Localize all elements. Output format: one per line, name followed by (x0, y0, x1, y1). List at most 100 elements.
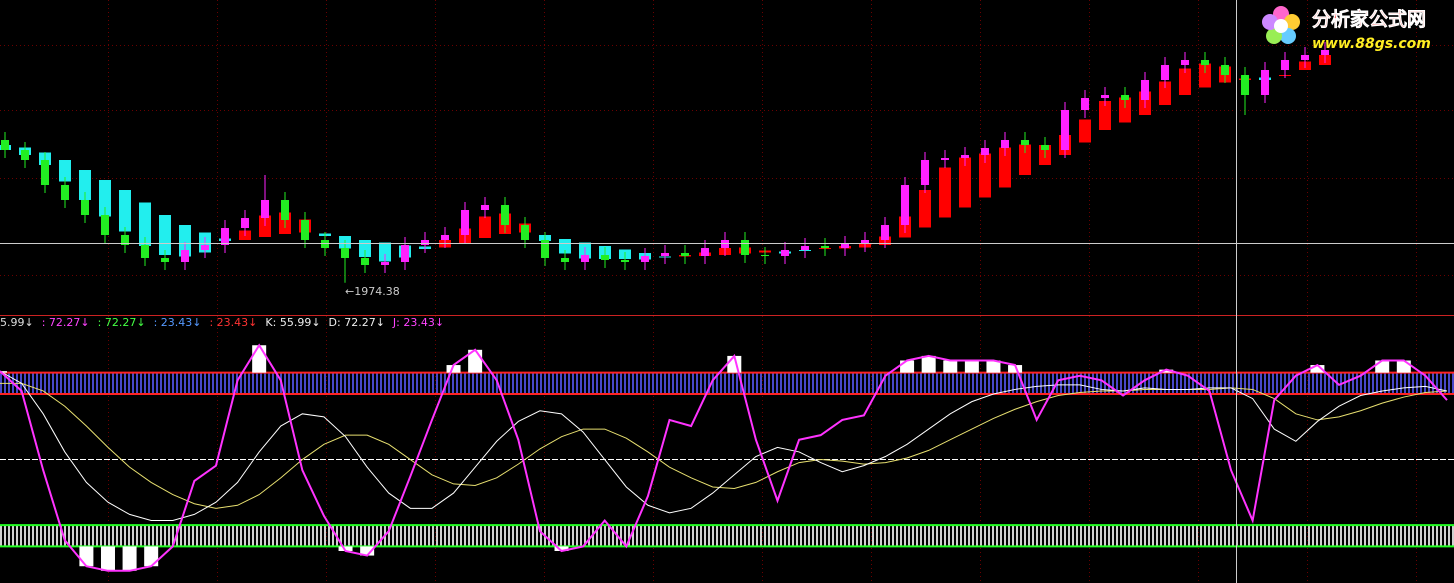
ribbon-bar (1199, 63, 1211, 88)
indicator-line (0, 343, 1448, 572)
candle-body (801, 246, 809, 250)
candle-body (421, 240, 429, 245)
candle-body (921, 160, 929, 185)
histogram-bar (921, 355, 936, 373)
candle-body (681, 253, 689, 256)
legend-entry: : 23.43↓ (154, 316, 202, 329)
candle-body (41, 160, 49, 185)
histogram-bar (100, 546, 115, 571)
candle-body (401, 245, 409, 262)
histogram-bar (338, 546, 353, 551)
histogram-bar (79, 546, 94, 567)
ribbon-bar (159, 215, 171, 255)
ribbon-bar (1019, 144, 1031, 175)
histogram-bar (986, 360, 1001, 373)
histogram-bar (1396, 360, 1411, 373)
legend: 5.99↓: 72.27↓: 72.27↓: 23.43↓: 23.43↓ K: … (0, 316, 444, 329)
histogram-bar (900, 360, 915, 373)
ribbon-bar (1159, 81, 1171, 105)
candle-body (21, 150, 29, 160)
ribbon-bar (179, 225, 191, 257)
candle-body (781, 250, 789, 256)
candle-body (601, 255, 609, 260)
ribbon-bar (1099, 101, 1111, 130)
candle-body (1301, 55, 1309, 60)
candle-body (1181, 60, 1189, 65)
candle-body (941, 158, 949, 160)
candle-body (461, 210, 469, 235)
candle-body (1061, 110, 1069, 150)
candle-body (1261, 70, 1269, 95)
candle-body (1321, 50, 1329, 55)
candle-body (821, 246, 829, 248)
candle-body (881, 225, 889, 240)
ribbon-bar (1179, 68, 1191, 95)
candle-body (1141, 80, 1149, 100)
candle-body (541, 240, 549, 258)
candle-body (621, 260, 629, 262)
candle-body (1081, 98, 1089, 110)
candle-body (221, 228, 229, 245)
candle-body (261, 200, 269, 218)
candle-body (581, 255, 589, 262)
candle-body (241, 218, 249, 228)
candle-body (981, 148, 989, 155)
ribbon-bar (359, 240, 371, 257)
histogram-bar (1159, 369, 1174, 373)
watermark: 分析家公式网 www.88gs.com (1262, 6, 1431, 52)
candle-body (1041, 145, 1049, 150)
candle-body (901, 185, 909, 225)
watermark-title: 分析家公式网 (1312, 8, 1426, 31)
histogram-bar (360, 546, 375, 556)
candle-body (301, 220, 309, 240)
histogram-bar (122, 546, 137, 571)
histogram-bar (252, 345, 267, 373)
candle-body (101, 215, 109, 235)
watermark-url: www.88gs.com (1312, 36, 1431, 52)
ribbon-bar (119, 190, 131, 232)
legend-entry: : 23.43↓ (209, 316, 257, 329)
ribbon-bar (959, 157, 971, 208)
candle-body (281, 200, 289, 220)
histogram-bar (943, 360, 958, 373)
ribbon-bar (99, 180, 111, 217)
candle-body (841, 244, 849, 248)
histogram-bar (0, 371, 7, 373)
histogram-bar (1008, 365, 1023, 373)
ribbon-bar (939, 167, 951, 218)
legend-entry: J: 23.43↓ (392, 316, 444, 329)
candle-body (641, 256, 649, 262)
ribbon-bar (919, 190, 931, 228)
candle-body (481, 205, 489, 210)
candle-body (1121, 95, 1129, 100)
candle-body (61, 185, 69, 200)
ribbon-bar (379, 242, 391, 262)
legend-entry: 5.99↓ (0, 316, 34, 329)
legend-entry: K: 55.99↓ (265, 316, 320, 329)
candle-body (561, 258, 569, 262)
candle-body (201, 245, 209, 250)
candle-body (661, 253, 669, 256)
logo-flower (1262, 6, 1300, 44)
histogram-bar (964, 360, 979, 373)
histogram-bar (446, 365, 461, 373)
candle-body (1201, 60, 1209, 65)
histogram-bar (554, 546, 569, 551)
candle-body (361, 258, 369, 265)
histogram-bar (144, 546, 159, 567)
candle-body (1241, 75, 1249, 95)
ribbon-bar (479, 216, 491, 238)
indicator-panel (0, 343, 1454, 572)
band-fill (0, 525, 1454, 547)
ribbon-bar (59, 160, 71, 182)
candle-body (1221, 65, 1229, 75)
candle-body (1281, 60, 1289, 70)
candle-body (1161, 65, 1169, 80)
candle-body (81, 200, 89, 215)
candle-body (1021, 140, 1029, 145)
low-annotation: ←1974.38 (345, 285, 400, 298)
ribbon-bar (79, 170, 91, 200)
candle-body (1001, 140, 1009, 148)
candle-body (701, 248, 709, 256)
